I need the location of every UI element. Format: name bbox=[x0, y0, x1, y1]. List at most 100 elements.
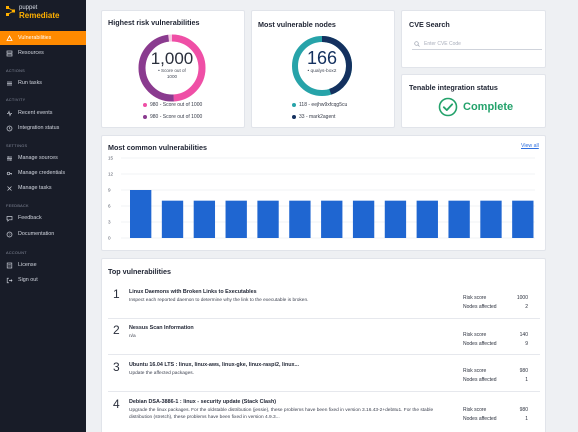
section-label-activity: ACTIVITY bbox=[6, 98, 26, 102]
risk-score-value: 1000 bbox=[516, 295, 528, 301]
risk-legend-item: 980 - Score out of 1000 bbox=[143, 114, 202, 120]
vulnerabilities-icon bbox=[6, 34, 13, 42]
chart-bar[interactable] bbox=[384, 200, 407, 238]
y-tick-label: 3 bbox=[108, 220, 111, 225]
chart-bar[interactable] bbox=[448, 200, 470, 238]
risk-donut-arc-secondary bbox=[138, 34, 206, 102]
view-all-link[interactable]: View all bbox=[521, 143, 539, 149]
vulnerability-title[interactable]: Ubuntu 16.04 LTS : linux, linux-aws, lin… bbox=[129, 362, 300, 368]
risk-donut-arc bbox=[138, 34, 206, 102]
vulnerability-title[interactable]: Debian DSA-3886-1 : linux - security upd… bbox=[129, 399, 277, 405]
nodes-legend-text: 33 - mark2agent bbox=[299, 114, 336, 120]
chart-bar[interactable] bbox=[193, 200, 216, 238]
vulnerability-rank: 1 bbox=[113, 287, 120, 301]
cve-search-input[interactable] bbox=[424, 40, 534, 47]
puppet-remediate-logo[interactable]: puppet Remediate bbox=[6, 4, 59, 20]
manage-sources-icon bbox=[6, 155, 13, 162]
manage-tasks-icon bbox=[6, 185, 13, 192]
sidebar-item-label: Resources bbox=[18, 50, 44, 56]
y-tick-label: 0 bbox=[108, 236, 111, 241]
chart-bar[interactable] bbox=[225, 200, 247, 238]
risk-score-caption-2: 1000 bbox=[166, 74, 178, 79]
y-tick-label: 6 bbox=[108, 204, 111, 209]
chart-bar[interactable] bbox=[321, 200, 343, 238]
chart-bar[interactable] bbox=[257, 200, 279, 238]
sidebar-item-label: Vulnerabilities bbox=[18, 35, 52, 41]
nodes-affected-value: 1 bbox=[525, 377, 528, 383]
chart-bar[interactable] bbox=[416, 200, 438, 238]
sidebar-item-label: Manage tasks bbox=[18, 185, 52, 191]
sidebar-item-label: License bbox=[18, 262, 37, 268]
chart-bar[interactable] bbox=[289, 200, 311, 238]
nodes-donut[interactable] bbox=[289, 33, 355, 99]
sidebar-item-label: Sign out bbox=[18, 277, 38, 283]
vulnerability-description: n/a bbox=[129, 334, 136, 339]
chart-bar[interactable] bbox=[352, 200, 375, 238]
y-tick-label: 12 bbox=[108, 172, 114, 177]
section-label-actions: ACTIONS bbox=[6, 69, 25, 73]
nodes-affected-label: Nodes affected bbox=[463, 341, 497, 347]
tenable-status-title: Tenable integration status bbox=[409, 83, 498, 92]
risk-score-label: Risk score bbox=[463, 332, 487, 338]
risk-score-donut[interactable] bbox=[136, 32, 208, 104]
search-icon bbox=[414, 40, 420, 47]
run-tasks-icon bbox=[6, 80, 13, 87]
sidebar-item-manage-credentials[interactable]: Manage credentials bbox=[0, 166, 86, 180]
sidebar-item-manage-sources[interactable]: Manage sources bbox=[0, 151, 86, 165]
sidebar-item-manage-tasks[interactable]: Manage tasks bbox=[0, 181, 86, 195]
risk-score-value: 980 bbox=[519, 407, 528, 413]
svg-text:?: ? bbox=[9, 232, 11, 236]
check-circle-icon bbox=[438, 97, 458, 117]
risk-score-value: 980 bbox=[519, 368, 528, 374]
sidebar-item-label: Manage sources bbox=[18, 155, 58, 161]
highest-risk-title: Highest risk vulnerabilities bbox=[108, 18, 200, 27]
nodes-legend-item: 118 - eejhw9xfcqg5cu bbox=[292, 102, 347, 108]
vulnerability-title[interactable]: Nessus Scan Information bbox=[129, 325, 194, 331]
vulnerability-title[interactable]: Linux Daemons with Broken Links to Execu… bbox=[129, 289, 257, 295]
legend-dot-icon bbox=[292, 103, 296, 107]
brand-small: puppet bbox=[19, 5, 38, 11]
risk-score-caption: • Score out of bbox=[158, 68, 186, 73]
nodes-affected-value: 1 bbox=[525, 416, 528, 422]
legend-dot-icon bbox=[143, 115, 147, 119]
most-vulnerable-nodes-title: Most vulnerable nodes bbox=[258, 20, 336, 29]
y-tick-label: 9 bbox=[108, 188, 111, 193]
section-label-settings: SETTINGS bbox=[6, 144, 28, 148]
chart-bar[interactable] bbox=[130, 190, 152, 238]
sidebar-item-feedback[interactable]: Feedback bbox=[0, 211, 86, 225]
chart-bar[interactable] bbox=[161, 200, 184, 238]
nodes-affected-value: 9 bbox=[525, 341, 528, 347]
row-divider bbox=[108, 318, 540, 319]
chart-bar[interactable] bbox=[480, 200, 502, 238]
vulnerability-row[interactable]: 3 Ubuntu 16.04 LTS : linux, linux-aws, l… bbox=[108, 360, 540, 390]
resources-icon bbox=[6, 50, 13, 57]
legend-dot-icon bbox=[292, 115, 296, 119]
sidebar-item-resources[interactable]: Resources bbox=[0, 46, 86, 60]
sidebar-item-documentation[interactable]: ? Documentation bbox=[0, 227, 86, 241]
y-tick-label: 15 bbox=[108, 156, 114, 161]
sign-out-icon bbox=[6, 277, 13, 284]
risk-score-label: Risk score bbox=[463, 368, 487, 374]
sidebar-item-run-tasks[interactable]: Run tasks bbox=[0, 76, 86, 90]
risk-score-label: Risk score bbox=[463, 407, 487, 413]
sidebar-item-license[interactable]: License bbox=[0, 258, 86, 272]
sidebar-item-label: Documentation bbox=[18, 231, 55, 237]
sidebar-item-label: Recent events bbox=[18, 110, 53, 116]
tenable-status: Complete bbox=[438, 97, 513, 117]
cve-search-field[interactable] bbox=[412, 38, 542, 50]
chart-bar[interactable] bbox=[512, 200, 534, 238]
vulnerability-row[interactable]: 1 Linux Daemons with Broken Links to Exe… bbox=[108, 287, 540, 317]
nodes-affected-label: Nodes affected bbox=[463, 416, 497, 422]
vulnerability-row[interactable]: 4 Debian DSA-3886-1 : linux - security u… bbox=[108, 397, 540, 432]
sidebar-item-integration-status[interactable]: Integration status bbox=[0, 121, 86, 135]
brand-name: Remediate bbox=[19, 11, 60, 20]
sidebar-item-recent-events[interactable]: Recent events bbox=[0, 106, 86, 120]
vulnerability-row[interactable]: 2 Nessus Scan Information n/a Risk score… bbox=[108, 323, 540, 353]
nodes-donut-arc bbox=[292, 36, 352, 96]
top-vulnerabilities-title: Top vulnerabilities bbox=[108, 267, 171, 276]
sidebar-item-label: Feedback bbox=[18, 215, 42, 221]
puppet-logo-icon bbox=[6, 6, 15, 16]
feedback-icon bbox=[6, 215, 13, 222]
sidebar-item-sign-out[interactable]: Sign out bbox=[0, 273, 86, 287]
sidebar-item-vulnerabilities[interactable]: Vulnerabilities bbox=[0, 31, 86, 45]
